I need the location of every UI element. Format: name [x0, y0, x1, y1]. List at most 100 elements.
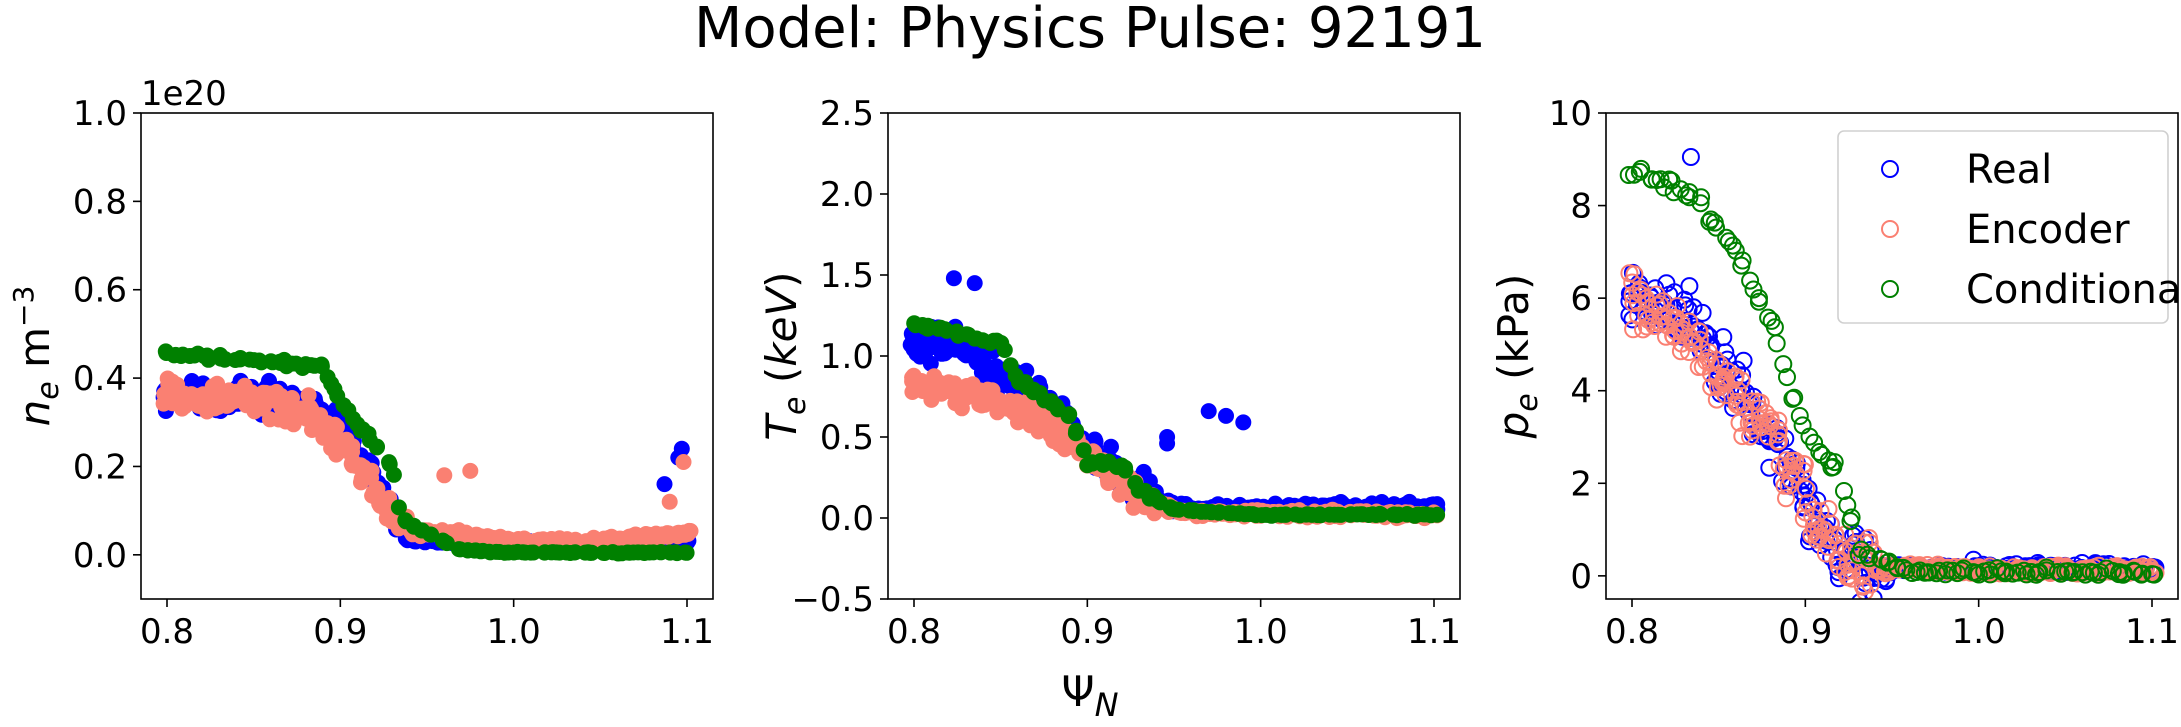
data-point [922, 355, 939, 372]
panels: 0.8 0.9 1.0 1.1 0.0 0.2 0.4 0.6 0.8 1.0 1e20 ne m−3… [7, 74, 2181, 652]
data-point [1967, 564, 1986, 582]
data-point [1943, 561, 1962, 580]
y-tick-label: 8 [1570, 187, 1592, 227]
data-point [641, 544, 658, 561]
data-point [1651, 170, 1670, 189]
x-tick-label: 0.8 [140, 612, 194, 652]
x-tick-label: 1.1 [1407, 612, 1461, 652]
data-point [1647, 285, 1666, 304]
y-axis-label: Te (keV) [757, 271, 813, 440]
data-point [1811, 502, 1830, 521]
data-point [1769, 411, 1788, 430]
data-point [1808, 491, 1827, 510]
data-point [1637, 317, 1656, 336]
y-tick-label: 0.2 [73, 447, 127, 487]
data-point [1680, 183, 1699, 202]
data-point [1774, 355, 1793, 374]
data-point [582, 544, 599, 561]
x-tick-label: 1.1 [2125, 612, 2179, 652]
data-point [1680, 312, 1699, 331]
data-point [966, 275, 983, 292]
y-tick-label: 2 [1570, 464, 1592, 504]
y-tick-label: 0.0 [820, 499, 874, 539]
data-point [1782, 471, 1800, 489]
data-point [1819, 500, 1838, 518]
data-point [1235, 414, 1252, 431]
data-point [1061, 406, 1078, 423]
data-point [1075, 442, 1092, 459]
data-point [1159, 435, 1176, 452]
y-tick-label: 0.8 [73, 182, 127, 222]
y-tick-label: 2.0 [820, 175, 874, 215]
data-point [2143, 565, 2162, 584]
data-point [1809, 527, 1828, 546]
data-point [2056, 562, 2075, 581]
data-point [677, 544, 694, 561]
data-point [1692, 188, 1711, 207]
data-point [1794, 461, 1813, 480]
data-point [1048, 398, 1064, 414]
data-point [1681, 148, 1700, 166]
data-point [661, 493, 678, 510]
data-point [369, 480, 386, 497]
x-tick-label: 0.9 [1778, 612, 1832, 652]
legend-marker-conditional [1881, 280, 1899, 298]
data-point [1690, 322, 1709, 341]
data-point [1103, 438, 1119, 455]
legend-label-real: Real [1966, 147, 2052, 193]
data-point [1741, 427, 1759, 446]
data-point [1200, 403, 1217, 420]
legend: Real Encoder Conditional [1837, 130, 2181, 324]
legend-box [1837, 130, 2169, 324]
data-point [1816, 521, 1834, 540]
data-point [345, 410, 361, 427]
data-point [1691, 194, 1710, 213]
data-point [344, 443, 361, 460]
data-point [437, 534, 454, 551]
panel-2: 0.8 0.9 1.0 1.1 −0.5 0.0 0.5 1.0 1.5 2.0 2.5 Te (ke… [757, 94, 1461, 652]
y-tick-label: 1.0 [820, 337, 874, 377]
data-point [1629, 306, 1648, 325]
panel-1: 0.8 0.9 1.0 1.1 0.0 0.2 0.4 0.6 0.8 1.0 1e20 ne m−3 [7, 74, 714, 652]
data-point [1680, 188, 1699, 207]
data-point [1765, 318, 1784, 337]
x-tick-label: 1.0 [487, 612, 541, 652]
y-tick-label: 0 [1570, 557, 1592, 597]
data-point [1770, 432, 1788, 451]
legend-label-conditional: Conditional [1966, 267, 2181, 313]
x-tick-label: 0.8 [1605, 612, 1659, 652]
data-point [381, 454, 397, 471]
data-point [1218, 407, 1234, 424]
y-tick-label: 2.5 [820, 94, 874, 134]
series-conditional [1619, 159, 2164, 584]
y-axis-label: pe (kPa) [1489, 274, 1545, 440]
data-point [1734, 351, 1753, 370]
data-point [1732, 371, 1751, 390]
data-point [656, 476, 673, 493]
y-tick-label: 6 [1570, 279, 1592, 319]
data-point [1707, 390, 1726, 409]
data-point [1068, 422, 1085, 439]
data-point [1918, 563, 1937, 582]
data-point [1790, 407, 1809, 425]
data-point [319, 369, 336, 386]
data-point [1725, 369, 1744, 388]
data-point [2003, 564, 2022, 583]
data-point [522, 544, 539, 561]
data-point [1777, 489, 1795, 508]
y-axis-label: ne m−3 [7, 286, 66, 427]
data-point [1707, 218, 1725, 237]
data-point [953, 400, 970, 417]
data-point [1795, 455, 1814, 474]
y-tick-label: 1.0 [73, 94, 127, 134]
y-tick-label: 0.4 [73, 359, 127, 399]
data-point [1995, 564, 2014, 583]
y-tick-label: 4 [1570, 372, 1592, 412]
data-point [675, 454, 692, 470]
data-point [1733, 393, 1752, 411]
data-point [1824, 458, 1843, 476]
data-point [1759, 308, 1778, 327]
series-conditional [157, 343, 695, 562]
data-point [1714, 328, 1733, 347]
